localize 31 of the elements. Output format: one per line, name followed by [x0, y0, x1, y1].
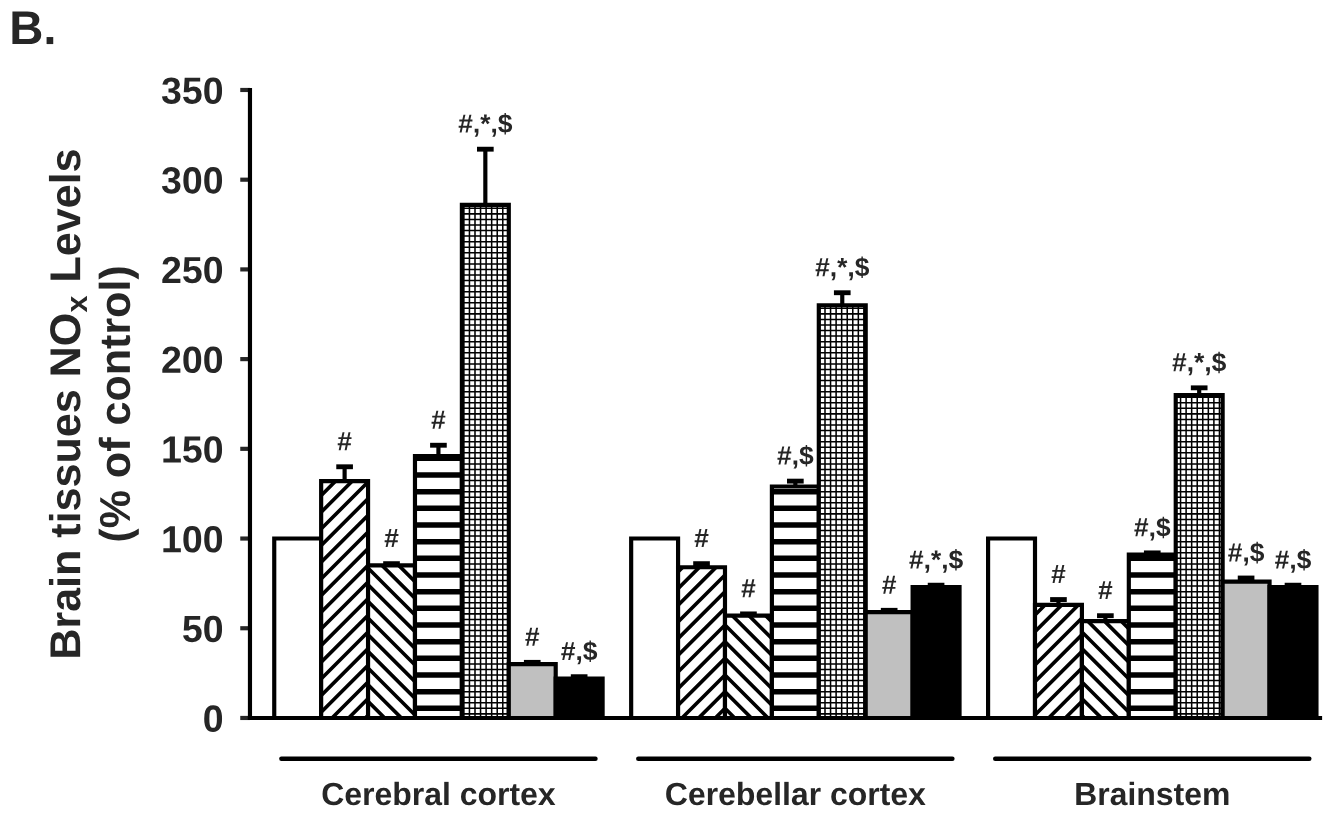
y-tick-label: 250	[162, 256, 223, 284]
y-tick-label: 300	[161, 167, 223, 194]
y-tick-label: 350	[161, 77, 223, 104]
data-label: #	[525, 627, 540, 646]
data-label: #,*,$	[909, 549, 963, 573]
data-label: #,$	[1275, 549, 1311, 573]
data-label: #	[337, 432, 352, 451]
data-label: #,$	[1134, 516, 1171, 541]
y-tick-label: 100	[163, 525, 223, 553]
y-tick-label: 200	[162, 346, 223, 374]
data-label: #	[431, 410, 446, 429]
y-tick-label: 150	[163, 436, 223, 463]
data-label: #	[741, 579, 756, 598]
data-label: #	[1098, 581, 1113, 600]
y-tick-label: 50	[183, 615, 223, 643]
data-label: #	[882, 575, 897, 594]
y-axis-title: Brain tissues NO$_{x}$ Levels (% of control)	[48, 150, 139, 657]
data-label: #,*,$	[458, 113, 513, 137]
x-tick-label: Cerebral cortex	[322, 781, 556, 806]
data-label: #	[1051, 564, 1066, 583]
x-tick-label: Brainstem	[1076, 781, 1229, 806]
data-label: #,*,$	[1172, 351, 1226, 376]
data-label: #,*,$	[815, 256, 870, 281]
text: B.	[12, 11, 54, 45]
data-label: #,$	[561, 640, 598, 665]
data-label: #	[384, 529, 399, 548]
x-tick-label: Cerebellar cortex	[666, 781, 926, 806]
data-label: #	[694, 529, 709, 548]
y-tick-label: 0	[204, 705, 223, 732]
data-label: #,$	[777, 444, 814, 469]
data-label: #,$	[1228, 541, 1265, 566]
